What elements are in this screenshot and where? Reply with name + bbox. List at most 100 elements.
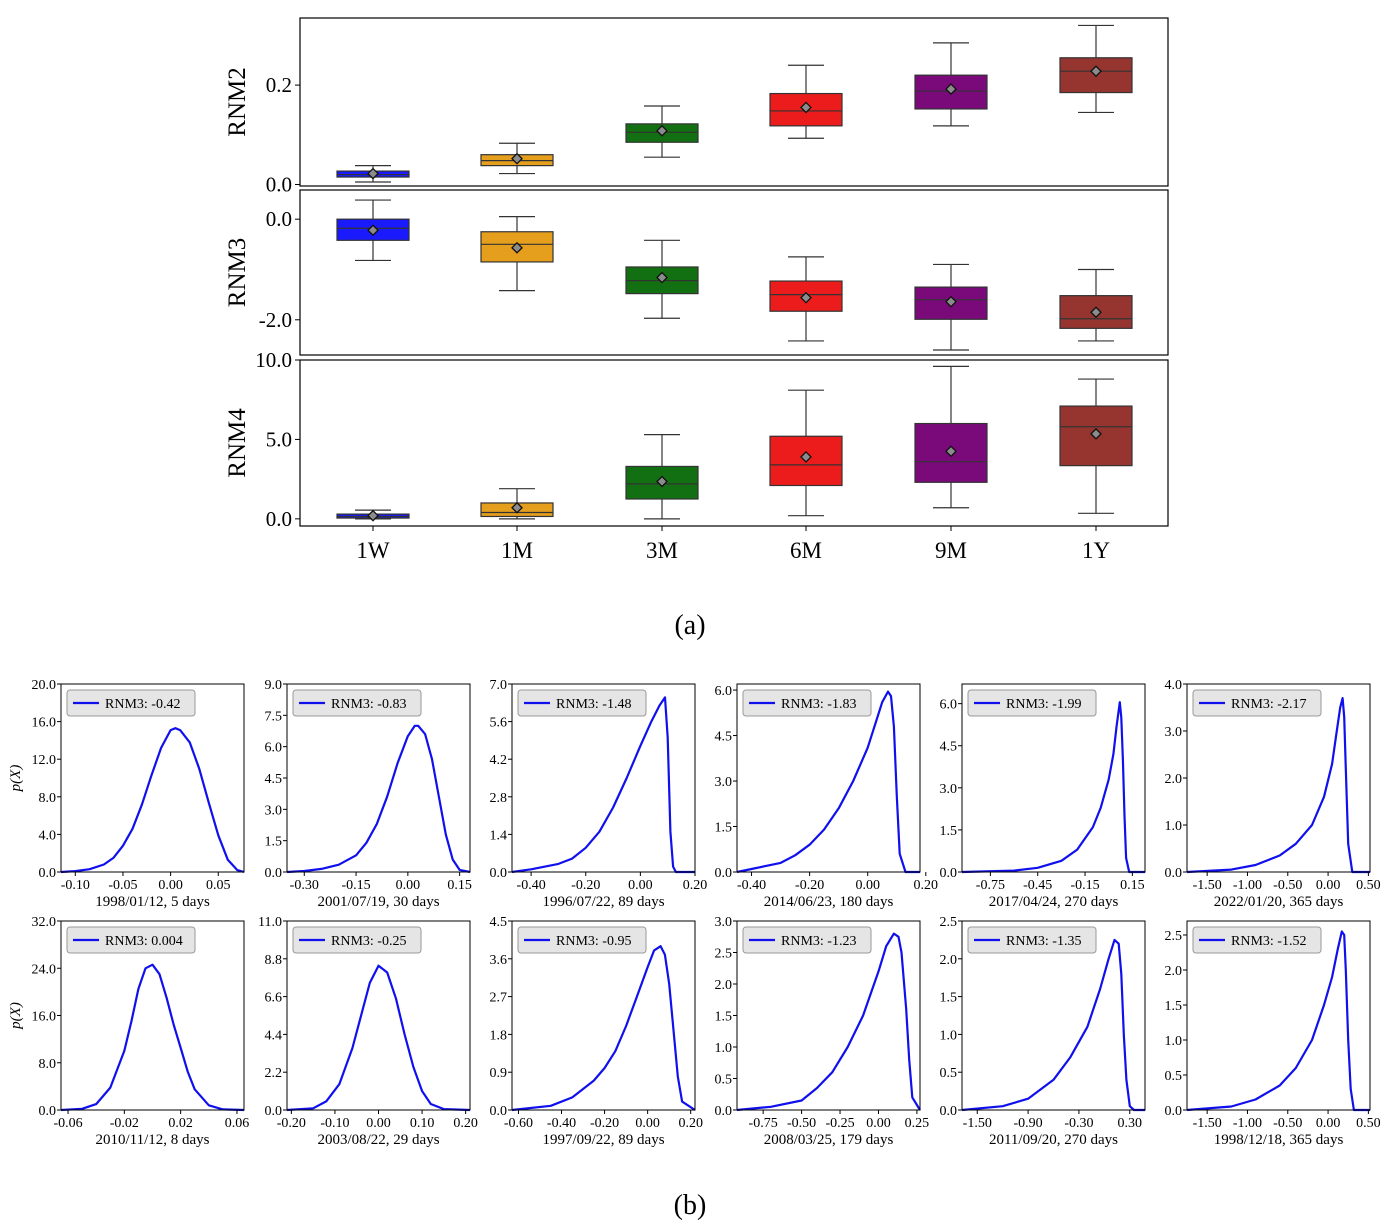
ytick-label: 7.0	[490, 678, 508, 693]
xtick-label: 0.20	[914, 878, 939, 893]
xtick-label: -0.30	[1064, 1116, 1093, 1131]
boxplot-rnm3: 0.0 -2.0 RNM3	[224, 189, 1169, 356]
density-curve	[60, 963, 245, 1112]
axes-frame	[299, 17, 1169, 187]
ytick-label: 3.6	[490, 953, 508, 968]
legend: RNM3: -2.17	[1192, 689, 1322, 717]
xlabel: 1997/09/22, 89 days	[542, 1132, 664, 1148]
ytick-label: 2.0	[1165, 772, 1183, 787]
ytick-label: 2.8	[490, 791, 508, 806]
xtick-label: -0.75	[976, 878, 1005, 893]
density-curve	[511, 945, 696, 1112]
axes-frame	[961, 920, 1146, 1111]
ytick-label: 1.0	[1165, 1034, 1183, 1049]
box-iqr	[914, 422, 988, 483]
xtick-label: -0.20	[571, 878, 600, 893]
xtick-label: 0.00	[1316, 878, 1341, 893]
legend-box	[1192, 689, 1322, 717]
xtick-label: -0.40	[547, 1116, 576, 1131]
legend-box	[967, 689, 1097, 717]
box-3M	[625, 239, 699, 319]
panel-label-a: (a)	[674, 610, 705, 641]
ytick-label: 4.4	[265, 1028, 283, 1043]
box-1Y	[1059, 378, 1133, 514]
xtick-label: -0.90	[1013, 1116, 1042, 1131]
box-1Y	[1059, 24, 1133, 114]
density-plot-8: 0.0 2.2 4.4 6.6 8.8 11.0 -0.20 -0.10 0.00 0.10 0.2…	[258, 915, 478, 1148]
mean-marker	[945, 295, 957, 308]
legend: RNM3: -1.23	[742, 926, 872, 954]
ytick-label: 0.0	[490, 1104, 508, 1119]
legend: RNM3: -0.95	[517, 926, 647, 954]
box-3M	[625, 434, 699, 520]
xlabel: 2011/09/20, 270 days	[989, 1132, 1118, 1148]
legend-label: RNM3: -1.48	[556, 697, 631, 712]
xtick-label: 1W	[356, 538, 390, 563]
density-plot-12: 0.0 0.5 1.0 1.5 2.0 2.5 -1.50 -1.00 -0.50 0.00 0.5…	[1165, 920, 1381, 1148]
density-curve	[511, 696, 695, 874]
xtick-label: 1M	[501, 538, 533, 563]
ytick-label: 1.5	[715, 821, 733, 836]
mean-marker	[656, 124, 668, 137]
ytick-label: 5.0	[266, 427, 292, 451]
ytick-label: 4.5	[715, 730, 733, 745]
xtick-label: -0.45	[1023, 878, 1052, 893]
density-plot-6: 0.0 1.0 2.0 3.0 4.0 -1.50 -1.00 -0.50 0.00 0.50 20…	[1165, 678, 1381, 910]
legend-box	[66, 689, 196, 717]
density-plot-5: 0.0 1.5 3.0 4.5 6.0 -0.75 -0.45 -0.15 0.152017/0…	[940, 683, 1146, 910]
xtick-label: -0.15	[1070, 878, 1099, 893]
legend: RNM3: -0.83	[292, 689, 422, 717]
xtick-label: -0.75	[749, 1116, 778, 1131]
legend-label: RNM3: -1.35	[1006, 934, 1081, 949]
axes-frame	[299, 189, 1169, 356]
box-1M	[480, 142, 554, 175]
legend-box	[292, 689, 422, 717]
ytick-label: 0.0	[1165, 1104, 1183, 1119]
axes-frame	[511, 683, 696, 873]
ytick-label: 0.5	[940, 1066, 958, 1081]
ytick-label: 1.0	[715, 1041, 733, 1056]
ytick-label: 1.5	[940, 824, 958, 839]
xtick-label: 0.00	[396, 878, 421, 893]
density-curve	[60, 727, 245, 874]
ytick-label: 8.0	[39, 1057, 57, 1072]
xtick-label: 0.25	[905, 1116, 930, 1131]
xtick-label: 6M	[790, 538, 822, 563]
legend: RNM3: -1.99	[967, 689, 1097, 717]
mean-marker	[945, 83, 957, 95]
axes-frame	[1186, 920, 1371, 1111]
ytick-label: 1.0	[1165, 819, 1183, 834]
xtick-label: 0.20	[453, 1116, 478, 1131]
legend-box	[517, 689, 647, 717]
legend-label: RNM3: -0.95	[556, 934, 631, 949]
ytick-label: 4.5	[940, 740, 958, 755]
density-curve	[736, 932, 921, 1112]
ytick-label: 0.0	[39, 866, 57, 881]
ytick-label: 0.2	[266, 73, 292, 97]
mean-marker	[656, 271, 668, 284]
boxplot-rnm4: 0.0 5.0 10.0 RNM4 1W 1M 3M 6M 9M 1Y	[224, 348, 1169, 563]
ytick-label: 9.0	[265, 678, 283, 693]
legend-box	[742, 926, 872, 954]
legend-label: RNM3: -0.83	[331, 697, 406, 712]
xtick-label: 0.15	[1120, 878, 1145, 893]
ytick-label: 10.0	[255, 348, 292, 372]
box-9M	[914, 263, 988, 351]
box-1W	[336, 509, 410, 522]
xtick-label: -0.50	[1273, 878, 1302, 893]
mean-marker	[945, 445, 957, 458]
ytick-label: 4.5	[265, 772, 283, 787]
ylabel: RNM4	[224, 408, 251, 478]
density-curve	[736, 690, 920, 874]
legend-label: RNM3: -1.23	[781, 934, 856, 949]
xtick-label: -0.20	[590, 1116, 619, 1131]
xlabel: 1998/01/12, 5 days	[95, 894, 210, 910]
density-curve	[1186, 930, 1370, 1112]
legend-label: RNM3: -1.52	[1231, 934, 1306, 949]
ytick-label: 4.2	[490, 753, 508, 768]
box-3M	[625, 105, 699, 158]
ylabel: p(X)	[8, 765, 24, 793]
mean-marker	[367, 167, 379, 180]
xtick-label: 3M	[646, 538, 678, 563]
